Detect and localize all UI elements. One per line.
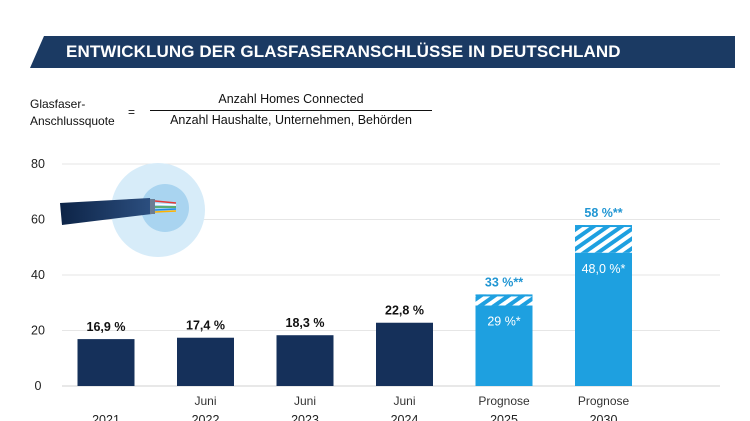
- bar: [475, 305, 533, 386]
- bar-upper-label: 33 %**: [485, 275, 523, 289]
- x-tick-label-top: Prognose: [578, 394, 630, 408]
- y-tick-label: 60: [31, 213, 45, 227]
- bar: [575, 252, 632, 386]
- bar-upper-range: [575, 225, 632, 253]
- x-tick-label: 2024: [391, 413, 419, 421]
- formula-denominator: Anzahl Haushalte, Unternehmen, Behörden: [170, 113, 412, 127]
- y-tick-label: 20: [31, 324, 45, 338]
- bar-value-label: 17,4 %: [186, 319, 225, 333]
- x-tick-label-top: Juni: [194, 394, 216, 408]
- bar-value-label: 29 %*: [487, 315, 520, 329]
- x-tick-label-top: Juni: [294, 394, 316, 408]
- x-tick-label: 2021: [92, 413, 120, 421]
- bar: [376, 322, 433, 386]
- formula-lhs: Glasfaser- Anschlussquote: [30, 96, 115, 130]
- bar-value-label: 18,3 %: [286, 316, 325, 330]
- y-tick-label: 80: [31, 157, 45, 171]
- x-tick-label: 2025: [490, 413, 518, 421]
- bar-upper-range: [475, 294, 533, 306]
- formula-equals: =: [128, 105, 136, 119]
- bar: [177, 337, 234, 386]
- bar-value-label: 16,9 %: [87, 320, 126, 334]
- title-banner: ENTWICKLUNG DER GLASFASERANSCHLÜSSE IN D…: [30, 36, 735, 68]
- formula-lhs-line1: Glasfaser-: [30, 97, 86, 111]
- y-tick-label: 40: [31, 268, 45, 282]
- bar-upper-edge: [475, 294, 533, 297]
- bar-value-label: 48,0 %*: [582, 262, 626, 276]
- bar-upper-edge: [575, 225, 632, 228]
- x-tick-label: 2022: [192, 413, 220, 421]
- banner-shape: [30, 36, 735, 68]
- bar-upper-label: 58 %**: [584, 206, 622, 220]
- formula-fraction-line: [150, 110, 432, 111]
- x-tick-label-top: Juni: [393, 394, 415, 408]
- y-tick-label: 0: [35, 379, 42, 393]
- fiber-cable-icon: [60, 163, 205, 257]
- formula-numerator: Anzahl Homes Connected: [218, 92, 364, 106]
- x-tick-label: 2023: [291, 413, 319, 421]
- bar-value-label: 22,8 %: [385, 304, 424, 318]
- chart-title: ENTWICKLUNG DER GLASFASERANSCHLÜSSE IN D…: [66, 42, 621, 61]
- bar: [276, 335, 334, 386]
- bar: [77, 339, 135, 386]
- x-tick-label-top: Prognose: [478, 394, 530, 408]
- formula-lhs-line2: Anschlussquote: [30, 114, 115, 128]
- x-tick-label: 2030: [590, 413, 618, 421]
